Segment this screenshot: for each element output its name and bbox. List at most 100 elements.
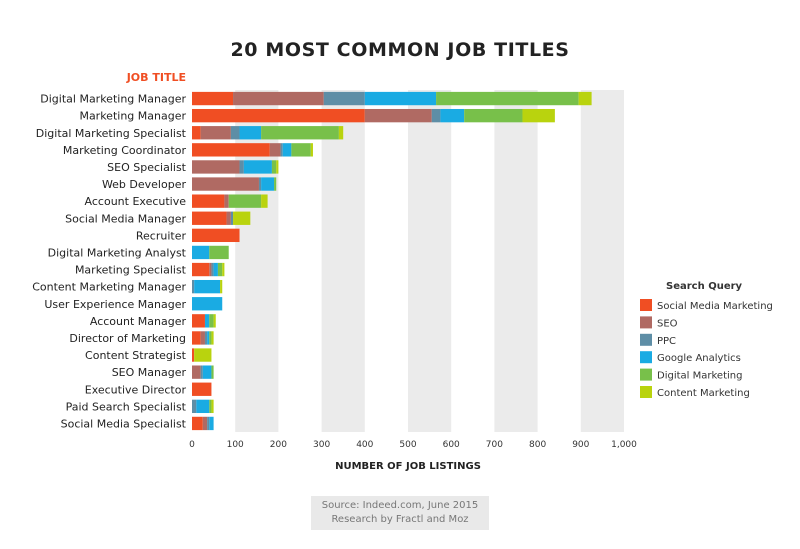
bar-segment <box>291 143 311 157</box>
legend-swatch <box>640 351 652 364</box>
bar-segment <box>207 331 210 345</box>
bar-segment <box>280 143 283 157</box>
x-tick-label: 500 <box>399 440 416 450</box>
bar-segment <box>282 143 292 157</box>
bar-segment <box>192 331 201 345</box>
source-line-2: Research by Fractl and Moz <box>331 514 469 525</box>
bar-segment <box>192 416 203 431</box>
bar-segment <box>230 126 240 140</box>
category-label: Marketing Coordinator <box>63 144 187 157</box>
bar-segment <box>243 160 272 174</box>
bar-segment <box>209 314 214 328</box>
bar-segment <box>192 91 234 106</box>
bar-segment <box>338 126 344 140</box>
bar-segment <box>209 331 212 345</box>
bar-segment <box>192 126 201 140</box>
legend-label: Social Media Marketing <box>657 301 773 312</box>
x-tick-label: 1,000 <box>611 440 637 450</box>
bar-segment <box>431 108 441 123</box>
bar-segment <box>364 108 432 123</box>
legend-title: Search Query <box>666 281 743 292</box>
bar-segment <box>310 143 313 157</box>
bar-segment <box>522 108 555 123</box>
bar-segment <box>323 91 365 106</box>
chart-title: 20 MOST COMMON JOB TITLES <box>230 39 569 61</box>
source-line-1: Source: Indeed.com, June 2015 <box>321 500 479 511</box>
bar-segment <box>578 91 592 106</box>
bar-segment <box>194 348 212 362</box>
grid-band <box>580 90 624 432</box>
legend-label: Content Marketing <box>657 388 750 399</box>
bar-segment <box>194 279 221 294</box>
x-tick-label: 300 <box>313 440 330 450</box>
bar-segment <box>192 228 240 243</box>
bar-segment <box>192 399 197 414</box>
category-label: Director of Marketing <box>69 332 186 345</box>
bar-segment <box>228 194 262 208</box>
bar-segment <box>192 211 227 225</box>
bar-segment <box>200 365 203 379</box>
legend-swatch <box>640 386 652 398</box>
grid-bands <box>235 90 624 432</box>
grid-band <box>235 90 279 432</box>
x-tick-label: 200 <box>270 440 287 450</box>
bar-segment <box>211 365 214 379</box>
bar-segment <box>209 416 214 431</box>
bar-segment <box>192 245 210 260</box>
category-label: SEO Manager <box>112 366 187 379</box>
bar-segment <box>217 262 223 277</box>
bar-segment <box>192 160 240 174</box>
bar-segment <box>258 177 262 191</box>
bar-segment <box>269 143 281 157</box>
bar-segment <box>204 314 210 328</box>
bar-segment <box>213 314 216 328</box>
category-label: Social Media Specialist <box>61 417 187 430</box>
bar-segment <box>209 245 229 260</box>
bar-segment <box>211 399 214 414</box>
category-label: Executive Director <box>85 383 187 396</box>
bar-segment <box>261 177 275 191</box>
legend-label: PPC <box>657 336 676 347</box>
bar-segment <box>436 91 579 106</box>
bar-segment <box>196 399 210 414</box>
bar-segment <box>200 331 205 345</box>
bar-segment <box>226 211 231 225</box>
legend-label: SEO <box>657 318 678 329</box>
source-note: Source: Indeed.com, June 2015 Research b… <box>311 496 489 530</box>
bar-segment <box>224 194 229 208</box>
bar-segment <box>233 91 324 106</box>
category-label: Account Executive <box>85 195 187 208</box>
category-label: Digital Marketing Specialist <box>36 127 187 140</box>
bar-segment <box>192 143 270 157</box>
category-label: Digital Marketing Manager <box>40 93 186 106</box>
category-label: SEO Specialist <box>107 161 187 174</box>
x-tick-label: 600 <box>443 440 460 450</box>
x-tick-label: 800 <box>529 440 546 450</box>
bar-segment <box>211 331 214 345</box>
bar-segment <box>213 262 218 277</box>
x-tick-labels: 0 100 200 300 400 500 600 700 800 900 1,000 <box>189 440 637 450</box>
x-tick-label: 900 <box>572 440 589 450</box>
x-axis-title: NUMBER OF JOB LISTINGS <box>335 461 481 472</box>
bar-segment <box>222 262 225 277</box>
bar-segment <box>261 194 268 208</box>
grid-band <box>321 90 365 432</box>
bar-segment <box>192 365 201 379</box>
x-tick-label: 0 <box>189 440 195 450</box>
bars <box>192 91 592 431</box>
bar-segment <box>230 211 234 225</box>
bar-segment <box>192 382 212 396</box>
bar-segment <box>464 108 523 123</box>
bar-segment <box>220 279 223 294</box>
bar-segment <box>192 297 223 311</box>
x-tick-label: 400 <box>356 440 373 450</box>
bar-segment <box>207 416 210 431</box>
bar-segment <box>440 108 465 123</box>
y-axis-title: JOB TITLE <box>126 71 186 84</box>
category-label: Marketing Specialist <box>75 264 187 277</box>
category-labels: Digital Marketing Manager Marketing Manag… <box>32 93 186 431</box>
grid-band <box>494 90 538 432</box>
x-tick-label: 700 <box>486 440 503 450</box>
bar-segment <box>233 211 251 225</box>
bar-segment <box>192 279 195 294</box>
